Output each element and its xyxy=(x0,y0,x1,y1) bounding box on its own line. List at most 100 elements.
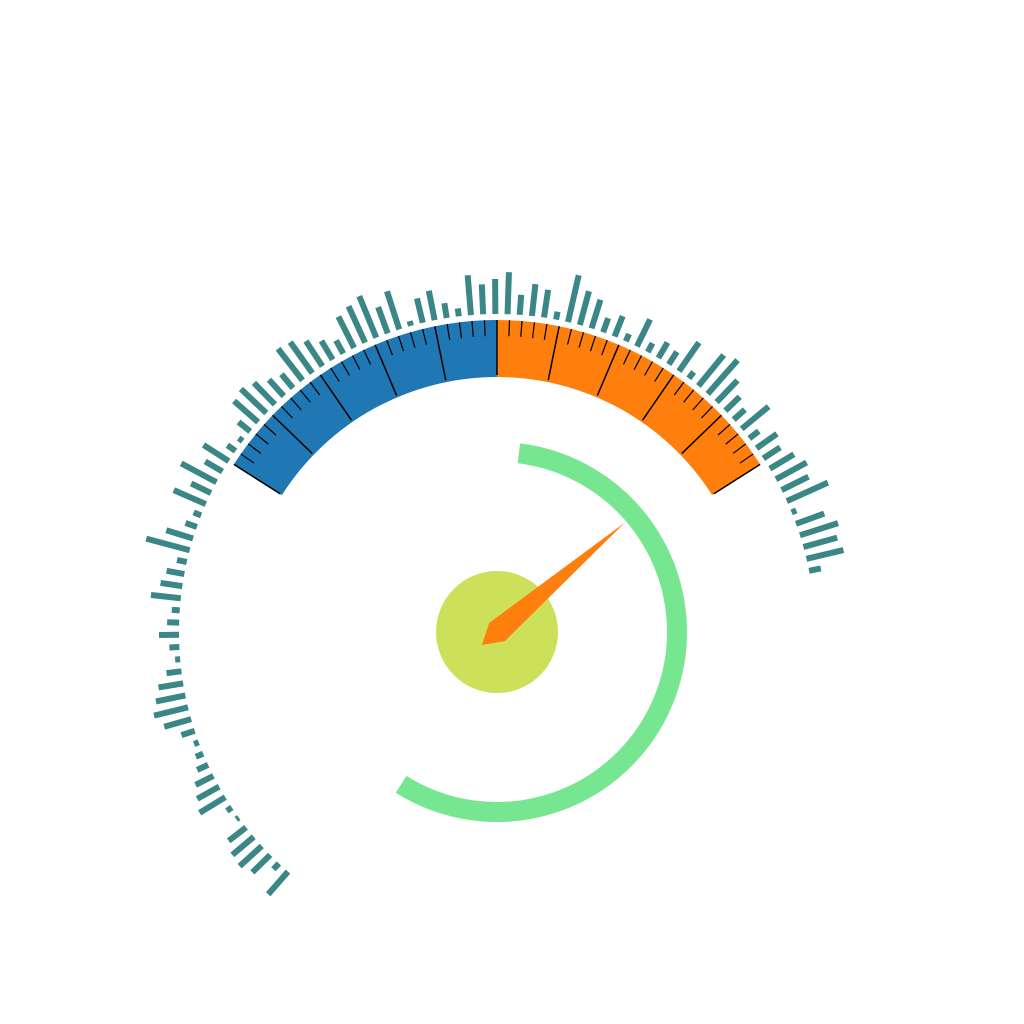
radial-bar xyxy=(623,332,632,343)
radial-bar xyxy=(192,509,203,519)
radial-bar xyxy=(236,435,245,444)
radial-bar xyxy=(171,606,180,614)
radial-bar xyxy=(553,311,561,321)
radial-bar xyxy=(634,318,653,348)
radial-bar xyxy=(303,339,325,368)
minor-tick xyxy=(409,332,416,348)
radial-bar xyxy=(189,480,213,496)
radial-bar xyxy=(145,535,191,554)
radial-bar xyxy=(705,358,740,396)
radial-bar xyxy=(198,794,227,816)
major-tick xyxy=(547,326,560,381)
radial-bar xyxy=(588,298,604,330)
minor-tick xyxy=(397,335,405,352)
minor-tick xyxy=(421,328,427,345)
radial-bar xyxy=(528,283,539,317)
minor-tick xyxy=(386,339,393,356)
minor-tick xyxy=(739,453,754,464)
major-tick xyxy=(272,414,313,455)
radial-bar xyxy=(184,520,198,530)
radial-bar xyxy=(345,304,368,344)
radial-bar xyxy=(271,861,282,872)
minor-tick xyxy=(578,332,585,348)
radial-bar xyxy=(808,565,822,574)
minor-tick xyxy=(717,424,731,436)
radial-bar xyxy=(179,460,218,485)
major-tick xyxy=(641,374,675,421)
major-tick xyxy=(681,414,722,455)
radial-bar xyxy=(739,404,771,432)
radial-bar xyxy=(600,317,611,334)
radial-bar xyxy=(768,451,796,472)
radial-bar xyxy=(265,869,291,897)
radial-bar xyxy=(238,386,269,416)
radial-bar xyxy=(176,556,188,566)
radial-bar xyxy=(279,372,296,390)
radial-bar xyxy=(150,592,182,602)
radial-bar xyxy=(406,320,414,327)
radial-bar xyxy=(686,370,697,381)
radial-bar xyxy=(158,680,184,691)
radial-bar xyxy=(166,567,185,577)
minor-tick xyxy=(520,320,523,338)
radial-bar xyxy=(225,805,234,814)
gauge-band xyxy=(497,320,761,495)
radial-bar xyxy=(794,510,826,527)
radial-bar xyxy=(318,339,336,362)
radial-bar xyxy=(780,474,810,493)
radial-bar xyxy=(464,274,474,316)
radial-bar xyxy=(163,716,192,730)
radial-bar xyxy=(774,459,809,482)
minor-tick xyxy=(601,339,608,356)
minor-tick xyxy=(340,361,350,376)
radial-bar xyxy=(747,428,761,441)
radial-bar xyxy=(785,479,830,504)
radial-bar xyxy=(799,520,839,539)
minor-tick xyxy=(290,397,302,411)
radial-bar xyxy=(172,487,208,507)
minor-tick xyxy=(531,322,536,339)
minor-tick xyxy=(673,381,685,396)
minor-tick xyxy=(589,335,597,352)
radial-bar xyxy=(165,527,194,542)
progress-ring xyxy=(395,443,687,822)
radial-bar xyxy=(565,274,582,323)
radial-bar xyxy=(203,458,224,475)
radial-bar xyxy=(754,431,779,451)
radial-bar xyxy=(805,547,845,562)
minor-tick xyxy=(508,320,511,337)
minor-tick xyxy=(644,361,654,376)
radial-bar xyxy=(761,444,782,461)
radial-bar xyxy=(645,341,656,354)
radial-bar xyxy=(504,272,512,315)
minor-tick xyxy=(692,397,704,411)
minor-tick xyxy=(351,355,361,370)
minor-tick xyxy=(633,355,643,370)
radial-bar xyxy=(250,852,273,875)
minor-tick xyxy=(458,322,463,339)
radial-bar xyxy=(160,579,183,590)
radial-bar xyxy=(266,377,287,399)
minor-tick xyxy=(725,433,739,445)
radial-bar xyxy=(193,739,200,747)
minor-tick xyxy=(263,424,277,436)
needle xyxy=(481,522,625,646)
minor-tick xyxy=(255,433,269,445)
radial-bar xyxy=(676,340,702,373)
minor-tick xyxy=(471,320,474,338)
radial-bar xyxy=(516,294,525,316)
radial-bar xyxy=(478,284,487,315)
minor-tick xyxy=(299,389,311,403)
radial-bar xyxy=(275,346,305,383)
minor-tick xyxy=(363,349,372,365)
major-tick xyxy=(374,344,398,396)
radial-bar xyxy=(414,297,426,324)
major-tick xyxy=(713,463,761,495)
radial-bar xyxy=(714,378,740,405)
radial-bar xyxy=(234,815,241,822)
radial-bar xyxy=(226,824,248,844)
minor-tick xyxy=(247,443,262,454)
radial-bar xyxy=(790,507,798,516)
radial-bar xyxy=(576,290,592,326)
